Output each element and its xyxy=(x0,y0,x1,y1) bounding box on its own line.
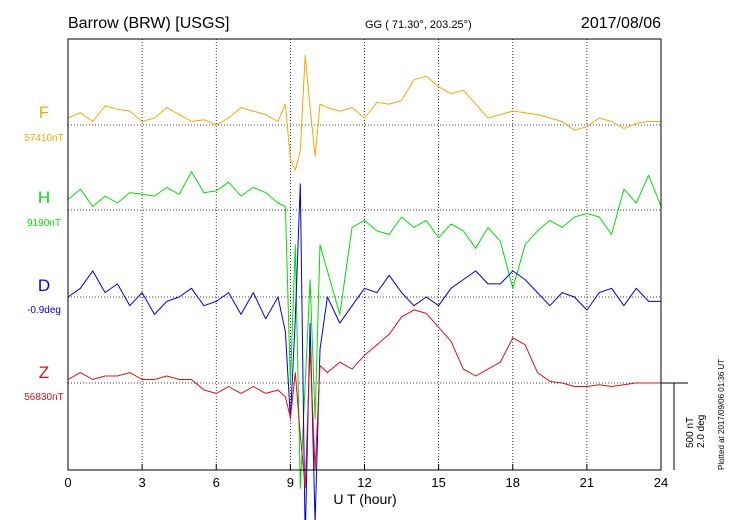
x-tick-label-24: 24 xyxy=(654,475,668,490)
scale-nt-label: 500 nT xyxy=(685,417,696,448)
x-tick-label-12: 12 xyxy=(357,475,371,490)
x-tick-label-21: 21 xyxy=(580,475,594,490)
date-label: 2017/08/06 xyxy=(581,15,661,32)
x-tick-label-0: 0 xyxy=(64,475,71,490)
x-tick-label-3: 3 xyxy=(139,475,146,490)
series-name-H: H xyxy=(38,188,50,207)
series-name-D: D xyxy=(38,276,50,295)
series-baseline-F: 57410nT xyxy=(24,133,63,144)
station-title: Barrow (BRW) [USGS] xyxy=(68,15,230,32)
series-labels: F 57410nT H 9190nT D -0.9deg Z 56830nT xyxy=(24,103,63,403)
scale-deg-label: 2.0 deg xyxy=(696,415,707,448)
series-name-Z: Z xyxy=(39,363,49,382)
series-line-Z xyxy=(67,309,661,488)
x-tick-label-18: 18 xyxy=(506,475,520,490)
series-group xyxy=(67,54,662,520)
grid-lines xyxy=(68,39,661,470)
series-line-H xyxy=(67,171,662,489)
x-tick-label-9: 9 xyxy=(287,475,294,490)
x-axis-label: U T (hour) xyxy=(333,491,396,507)
series-baseline-H: 9190nT xyxy=(27,218,61,229)
plotted-at-label: Plotted at 2017/09/06 01:36 UT xyxy=(717,359,726,470)
coords-label: GG ( 71.30°, 203.25°) xyxy=(365,19,472,31)
series-name-F: F xyxy=(39,103,49,122)
series-line-F xyxy=(67,54,661,171)
x-tick-label-15: 15 xyxy=(431,475,445,490)
series-baseline-D: -0.9deg xyxy=(27,305,61,316)
x-tick-label-6: 6 xyxy=(213,475,220,490)
x-axis-ticks: 0 3 6 9 12 15 18 21 24 xyxy=(64,464,668,490)
series-line-D xyxy=(67,183,661,520)
series-baseline-Z: 56830nT xyxy=(24,392,63,403)
